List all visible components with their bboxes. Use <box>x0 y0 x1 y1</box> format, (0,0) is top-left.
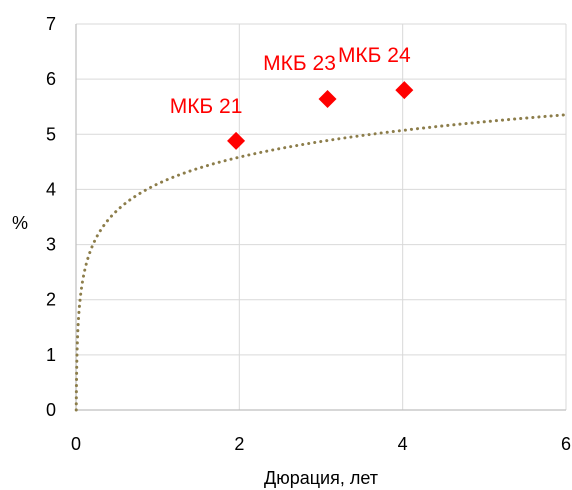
data-point-label: МКБ 24 <box>338 44 411 67</box>
tick-labels: 0 1 2 3 4 5 6 7 0 2 4 6 <box>46 14 571 454</box>
axes <box>75 24 566 411</box>
data-point-marker <box>395 81 414 100</box>
grid <box>76 23 567 410</box>
data-point-label: МКБ 21 <box>170 95 243 118</box>
y-tick-label: 2 <box>46 290 56 310</box>
data-point-marker <box>318 89 337 108</box>
y-tick-label: 3 <box>46 235 56 255</box>
x-axis-title: Дюрация, лет <box>264 468 378 488</box>
point-labels: МКБ 21 МКБ 23 МКБ 24 <box>170 44 411 118</box>
y-axis-title: % <box>12 213 28 233</box>
data-points <box>227 81 414 150</box>
x-tick-label: 0 <box>71 434 81 454</box>
trendline <box>74 113 568 412</box>
x-tick-label: 6 <box>561 434 571 454</box>
trendline-path <box>74 113 568 412</box>
y-tick-label: 6 <box>46 69 56 89</box>
x-tick-label: 2 <box>234 434 244 454</box>
data-point-label: МКБ 23 <box>263 52 336 75</box>
data-point-marker <box>227 131 246 150</box>
y-tick-label: 4 <box>46 179 56 199</box>
x-tick-label: 4 <box>398 434 408 454</box>
y-tick-label: 0 <box>46 400 56 420</box>
y-tick-label: 1 <box>46 345 56 365</box>
y-tick-label: 5 <box>46 124 56 144</box>
y-tick-label: 7 <box>46 14 56 34</box>
